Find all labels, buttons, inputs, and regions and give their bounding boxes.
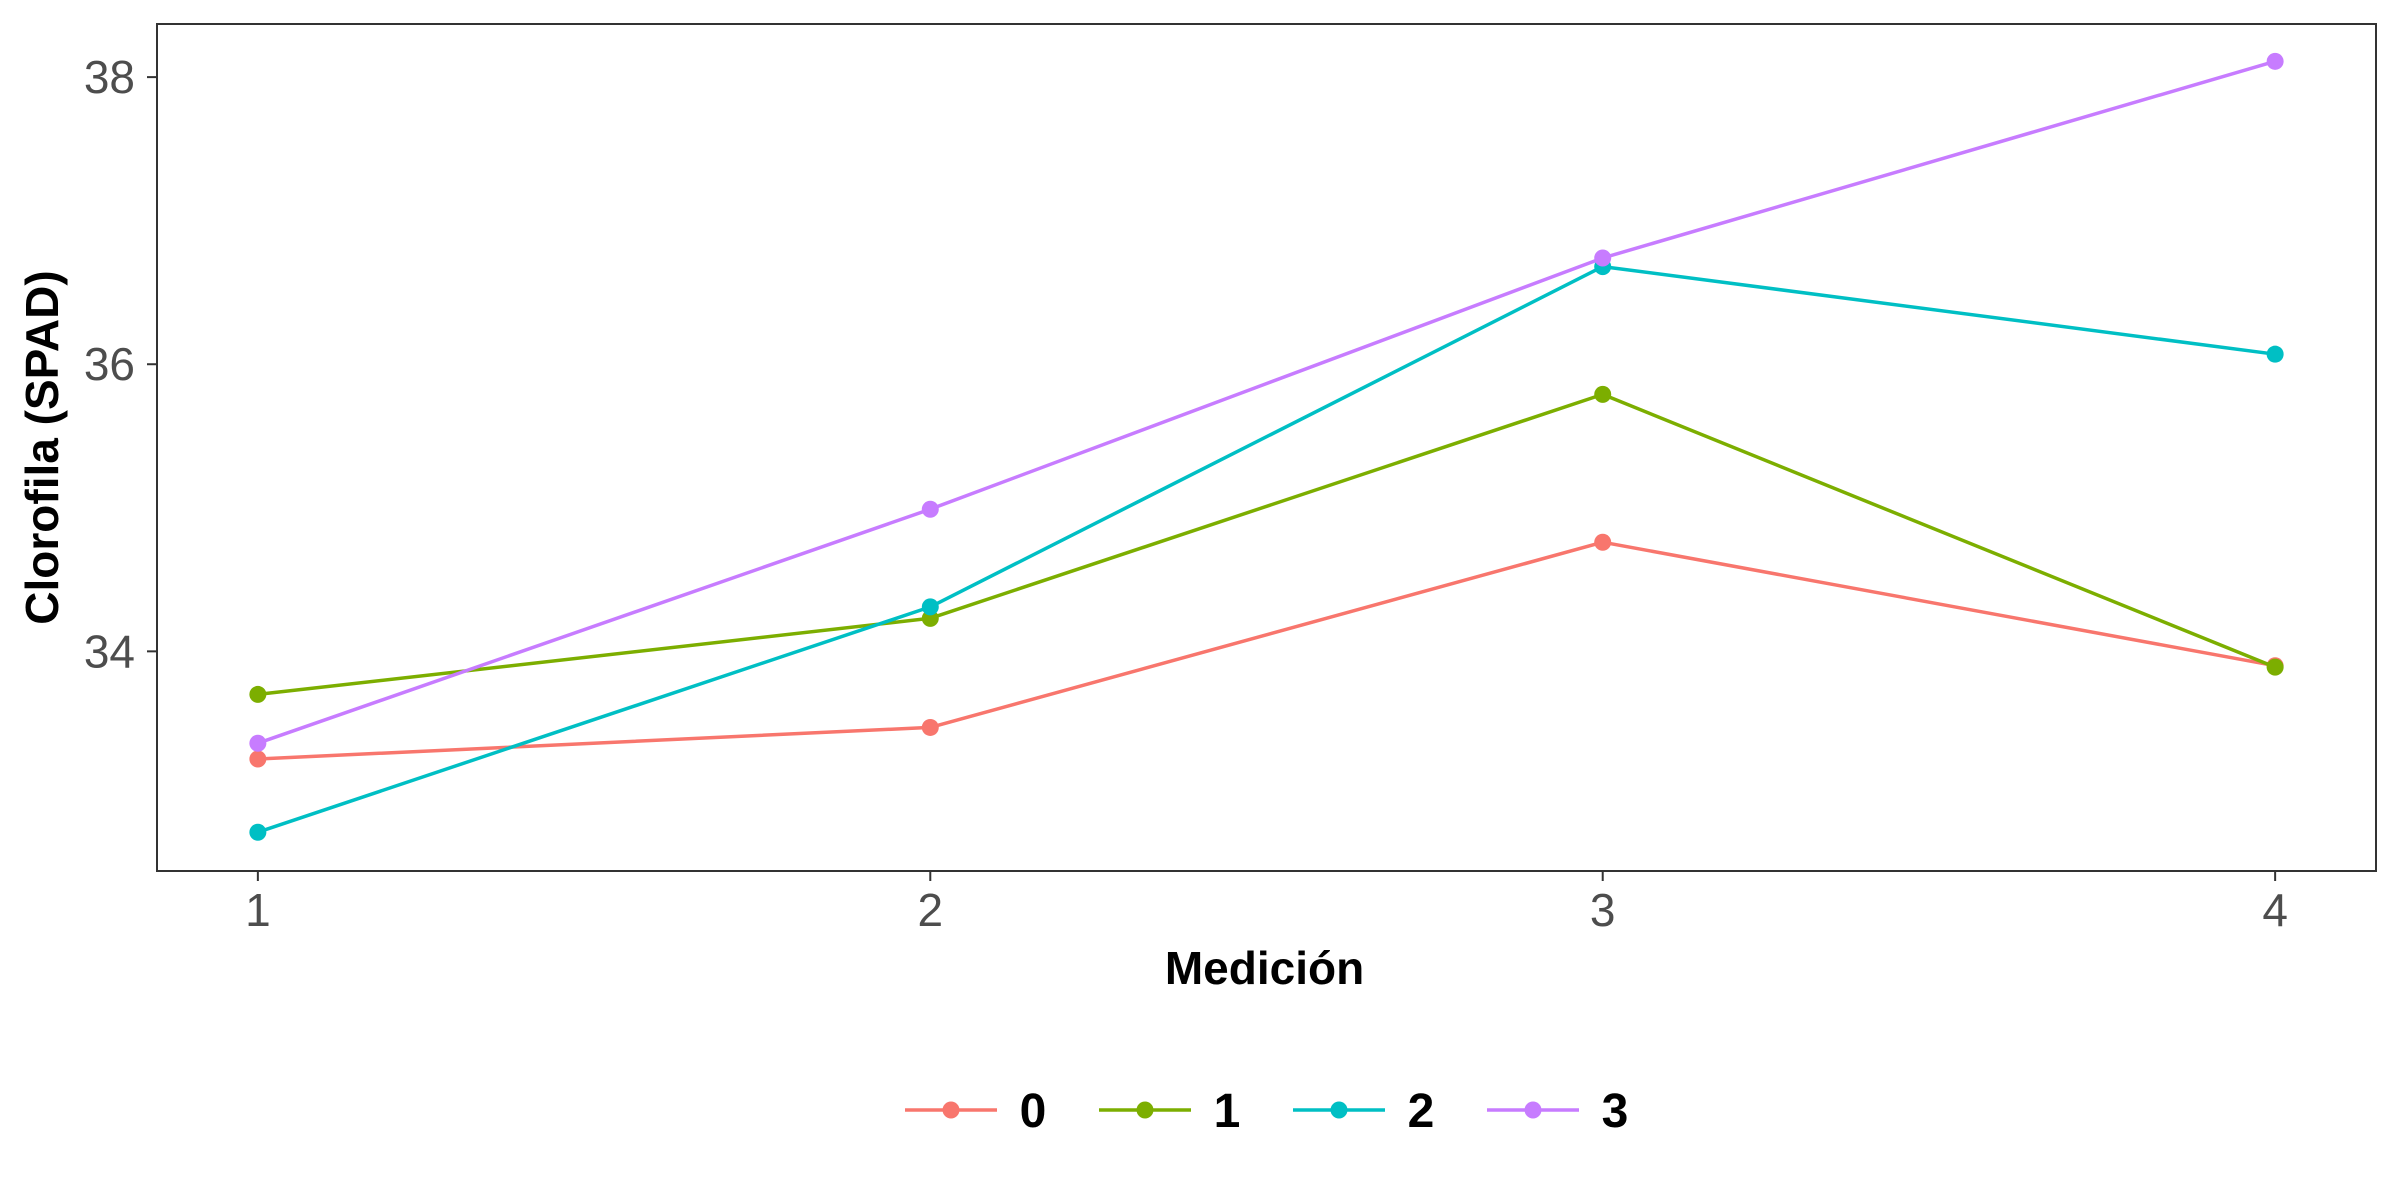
data-point-series-3	[249, 734, 267, 752]
data-point-series-0	[249, 750, 267, 768]
legend-label: 2	[1408, 1085, 1435, 1138]
legend-label: 0	[1020, 1085, 1047, 1138]
x-axis-title: Medición	[1165, 942, 1364, 994]
x-tick-label: 3	[1590, 884, 1616, 936]
data-point-series-2	[921, 598, 939, 616]
legend-label: 1	[1214, 1085, 1241, 1138]
data-point-series-2	[2266, 345, 2284, 363]
x-tick-label: 2	[917, 884, 943, 936]
series-line-1	[256, 392, 2277, 697]
legend: 0 1 2 3	[905, 1085, 1628, 1138]
legend-key-point-3	[1524, 1101, 1542, 1119]
plot-panel-border	[156, 23, 2377, 872]
legend-label: 3	[1602, 1085, 1629, 1138]
data-point-series-1	[2266, 658, 2284, 676]
x-tick-label: 1	[245, 884, 271, 936]
series-line-2	[256, 264, 2277, 834]
legend-key-point-2	[1330, 1101, 1348, 1119]
data-point-series-1	[1594, 385, 1612, 403]
y-axis: 34 36 38	[84, 51, 157, 677]
data-point-series-3	[1594, 249, 1612, 267]
series-line-0	[256, 540, 2277, 761]
y-tick-label: 34	[84, 625, 135, 677]
data-point-series-3	[921, 500, 939, 518]
y-axis-title: Clorofila (SPAD)	[16, 270, 68, 624]
y-tick-label: 38	[84, 51, 135, 103]
chart-marks	[249, 52, 2284, 841]
x-tick-label: 4	[2262, 884, 2288, 936]
legend-key-point-1	[1136, 1101, 1154, 1119]
data-point-series-2	[249, 823, 267, 841]
y-tick-label: 36	[84, 338, 135, 390]
x-axis: 1 2 3 4	[245, 871, 2288, 936]
data-point-series-3	[2266, 52, 2284, 70]
series-line-3	[256, 59, 2277, 745]
data-point-series-0	[921, 718, 939, 736]
legend-key-point-0	[942, 1101, 960, 1119]
data-point-series-1	[249, 685, 267, 703]
data-point-series-0	[1594, 533, 1612, 551]
